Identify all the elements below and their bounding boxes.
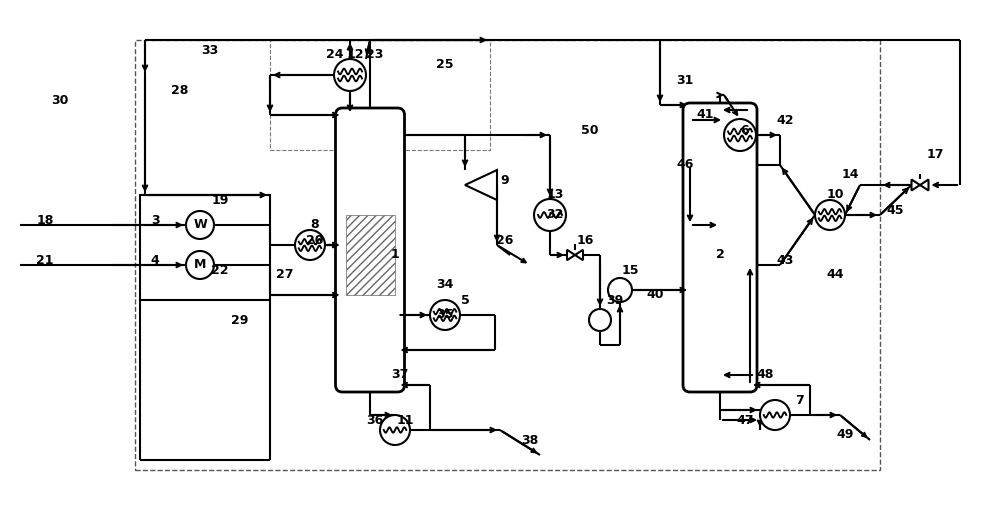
Polygon shape bbox=[465, 170, 497, 200]
Text: 32: 32 bbox=[546, 209, 564, 221]
Circle shape bbox=[186, 251, 214, 279]
Text: 29: 29 bbox=[231, 314, 249, 327]
Text: 27: 27 bbox=[276, 268, 294, 282]
Text: 13: 13 bbox=[546, 188, 564, 201]
Bar bbox=[270, 40, 490, 150]
Polygon shape bbox=[567, 250, 575, 260]
Bar bbox=[140, 195, 270, 300]
Text: 40: 40 bbox=[646, 288, 664, 301]
Circle shape bbox=[724, 119, 756, 151]
Text: 36: 36 bbox=[366, 414, 384, 426]
Text: 1: 1 bbox=[391, 249, 399, 262]
Bar bbox=[135, 40, 880, 470]
Text: 45: 45 bbox=[886, 203, 904, 216]
Text: 7: 7 bbox=[796, 393, 804, 406]
Text: 2: 2 bbox=[716, 249, 724, 262]
Text: 4: 4 bbox=[151, 253, 159, 266]
Text: 25: 25 bbox=[436, 59, 454, 72]
Text: 17: 17 bbox=[926, 148, 944, 162]
Text: 22: 22 bbox=[211, 264, 229, 277]
Text: 10: 10 bbox=[826, 188, 844, 201]
Text: 30: 30 bbox=[51, 94, 69, 107]
Text: 23: 23 bbox=[366, 48, 384, 61]
Text: 21: 21 bbox=[36, 253, 54, 266]
Text: 11: 11 bbox=[396, 414, 414, 426]
Text: 19: 19 bbox=[211, 194, 229, 207]
Text: 5: 5 bbox=[461, 294, 469, 306]
Text: 31: 31 bbox=[676, 74, 694, 87]
Text: 49: 49 bbox=[836, 428, 854, 441]
Text: 39: 39 bbox=[606, 294, 624, 306]
Text: 34: 34 bbox=[436, 279, 454, 291]
Circle shape bbox=[186, 211, 214, 239]
Text: 48: 48 bbox=[756, 369, 774, 382]
Text: 8: 8 bbox=[311, 218, 319, 232]
Text: 47: 47 bbox=[736, 414, 754, 426]
Text: 18: 18 bbox=[36, 214, 54, 227]
Text: 3: 3 bbox=[151, 214, 159, 227]
FancyBboxPatch shape bbox=[683, 103, 757, 392]
Text: 14: 14 bbox=[841, 168, 859, 181]
Text: 37: 37 bbox=[391, 369, 409, 382]
Text: 20: 20 bbox=[306, 233, 324, 247]
Circle shape bbox=[334, 59, 366, 91]
Circle shape bbox=[760, 400, 790, 430]
Circle shape bbox=[295, 230, 325, 260]
Text: 44: 44 bbox=[826, 268, 844, 282]
Polygon shape bbox=[575, 250, 583, 260]
Text: 43: 43 bbox=[776, 253, 794, 266]
Text: W: W bbox=[193, 218, 207, 232]
Text: 38: 38 bbox=[521, 434, 539, 447]
Text: 15: 15 bbox=[621, 264, 639, 277]
Text: M: M bbox=[194, 259, 206, 271]
Text: 6: 6 bbox=[741, 124, 749, 136]
Text: 50: 50 bbox=[581, 124, 599, 136]
Text: 12: 12 bbox=[346, 48, 364, 61]
Circle shape bbox=[589, 309, 611, 331]
Circle shape bbox=[380, 415, 410, 445]
Text: 41: 41 bbox=[696, 109, 714, 122]
Text: 24: 24 bbox=[326, 48, 344, 61]
Circle shape bbox=[534, 199, 566, 231]
Text: 28: 28 bbox=[171, 83, 189, 96]
Text: 9: 9 bbox=[501, 174, 509, 186]
Text: 26: 26 bbox=[496, 233, 514, 247]
Text: 16: 16 bbox=[576, 233, 594, 247]
Polygon shape bbox=[920, 179, 928, 191]
Bar bbox=[346, 215, 394, 295]
Text: 42: 42 bbox=[776, 113, 794, 127]
Polygon shape bbox=[912, 179, 920, 191]
Text: 33: 33 bbox=[201, 43, 219, 57]
Circle shape bbox=[430, 300, 460, 330]
Text: 35: 35 bbox=[436, 308, 454, 321]
Text: 46: 46 bbox=[676, 159, 694, 171]
Circle shape bbox=[815, 200, 845, 230]
FancyBboxPatch shape bbox=[336, 108, 404, 392]
Circle shape bbox=[608, 278, 632, 302]
